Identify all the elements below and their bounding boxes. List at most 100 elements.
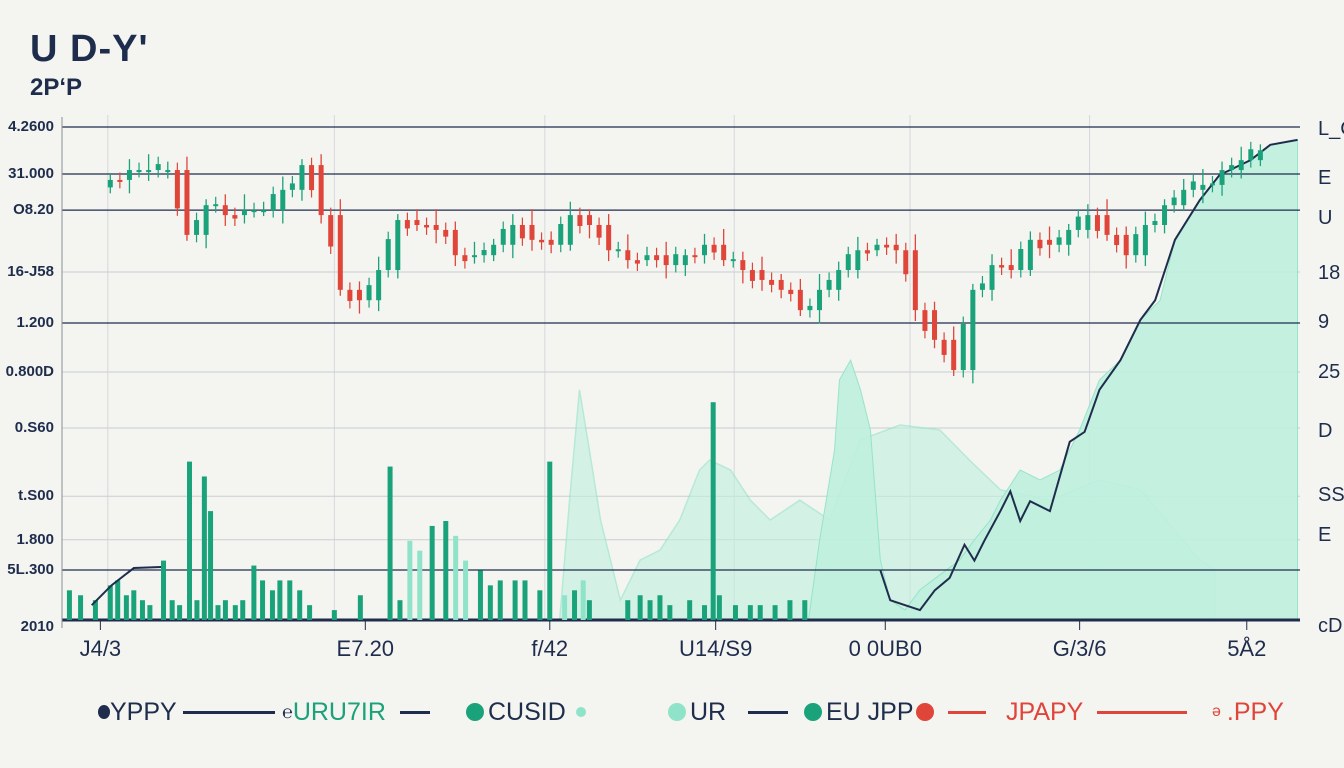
volume-bar	[716, 595, 722, 620]
y-tick-label: 16-J58	[7, 263, 54, 280]
candle-body	[491, 244, 497, 256]
candle-body	[577, 215, 583, 226]
candle-body	[299, 165, 305, 190]
candle-body	[1104, 215, 1110, 235]
volume-bar	[547, 461, 553, 620]
y-tick-label: t.S00	[18, 487, 54, 505]
y-tick-label: 31.000	[8, 165, 54, 182]
candle-body	[721, 244, 727, 261]
volume-bar	[522, 580, 528, 620]
volume-bar	[657, 595, 663, 620]
legend-label: JPAPY	[1006, 697, 1084, 726]
volume-bar	[397, 600, 403, 620]
legend-line-icon	[399, 710, 430, 714]
y-tick-label: 2010	[20, 618, 54, 636]
candle-body	[1219, 170, 1225, 185]
candle-body	[1209, 183, 1215, 186]
volume-bar	[647, 600, 653, 620]
candle-body	[280, 189, 286, 211]
volume-bar	[251, 565, 257, 620]
volume-bar	[732, 605, 738, 620]
x-tick-label: 5Å2	[1227, 636, 1267, 661]
candle-body	[194, 220, 200, 235]
y-tick-label: 1.800	[16, 530, 54, 548]
candle-body	[1027, 239, 1033, 271]
candle-body	[586, 215, 592, 225]
candle-body	[1066, 229, 1072, 245]
candle-body	[529, 224, 535, 240]
candle-body	[424, 224, 430, 228]
legend-marker-icon	[466, 703, 484, 721]
candle-body	[999, 265, 1005, 268]
candle-body	[826, 279, 832, 290]
legend-item[interactable]: UR	[668, 694, 789, 730]
right-tick-label: 9	[1318, 311, 1330, 333]
candle-body	[979, 283, 985, 290]
candle-body	[1162, 205, 1168, 225]
candle-body	[951, 339, 957, 371]
candle-body	[778, 279, 784, 290]
candle-body	[1190, 181, 1196, 190]
candle-body	[1018, 248, 1024, 271]
candle-body	[165, 170, 171, 173]
candle-body	[702, 244, 708, 256]
candle-body	[107, 179, 113, 188]
legend-item[interactable]: CUSID	[466, 694, 586, 730]
x-tick-label: 0 0UB0	[848, 636, 922, 661]
candle-body	[1248, 149, 1254, 161]
line-series-navy	[879, 138, 1298, 612]
candle-body	[682, 255, 688, 266]
candle-body	[960, 323, 966, 371]
candle-body	[126, 170, 132, 180]
candle-body	[146, 170, 152, 173]
volume-bar	[702, 605, 708, 620]
volume-bar	[512, 580, 518, 620]
candle-body	[385, 239, 391, 271]
right-tick-label: SS	[1318, 484, 1344, 507]
candle-body	[356, 289, 362, 301]
legend-marker-icon	[804, 703, 822, 721]
candle-body	[241, 210, 247, 216]
volume-bar	[537, 590, 543, 620]
candle-body	[261, 210, 267, 213]
legend-item[interactable]: ℮ URU7IR	[282, 694, 430, 730]
chart-subtitle: 2PʻP	[30, 74, 83, 101]
candle-body	[318, 165, 324, 216]
candle-body	[759, 270, 765, 280]
volume-bar	[177, 605, 183, 620]
x-tick-label: G/3/6	[1052, 636, 1107, 661]
candle-body	[366, 285, 372, 301]
x-tick-label: f/42	[531, 636, 569, 661]
candle-body	[347, 289, 353, 301]
candle-body	[817, 289, 823, 311]
candle-body	[174, 170, 180, 209]
legend-marker-icon: ℮	[282, 701, 293, 722]
legend-label: CUSID	[488, 697, 566, 726]
candle-body	[1133, 234, 1139, 256]
legend: YPPY ℮ URU7IR CUSID UR EU JPP JPAPY ə .P…	[0, 694, 1344, 730]
legend-item[interactable]: ə .PPY	[1212, 694, 1284, 730]
volume-bar	[453, 535, 459, 620]
candle-body	[443, 229, 449, 237]
volume-bar	[78, 595, 84, 620]
right-tick-label: L_C	[1318, 117, 1344, 140]
legend-item[interactable]: JPAPY	[1006, 694, 1188, 730]
candle-body	[941, 339, 947, 355]
legend-item[interactable]: YPPY	[98, 694, 275, 730]
volume-bar	[463, 560, 469, 620]
candle-body	[884, 244, 890, 248]
candle-body	[1171, 197, 1177, 206]
volume-bar	[169, 600, 175, 620]
volume-bar	[407, 540, 413, 620]
volume-bar	[307, 605, 313, 620]
volume-bar	[331, 610, 337, 620]
candle-body	[634, 260, 640, 264]
candle-body	[337, 215, 343, 290]
candle-body	[395, 220, 401, 271]
candle-body	[136, 170, 142, 173]
legend-line-icon	[748, 710, 789, 714]
legend-label: URU7IR	[292, 697, 386, 726]
legend-item[interactable]: EU JPP	[804, 694, 986, 730]
candle-body	[989, 265, 995, 290]
volume-bar	[487, 585, 493, 620]
